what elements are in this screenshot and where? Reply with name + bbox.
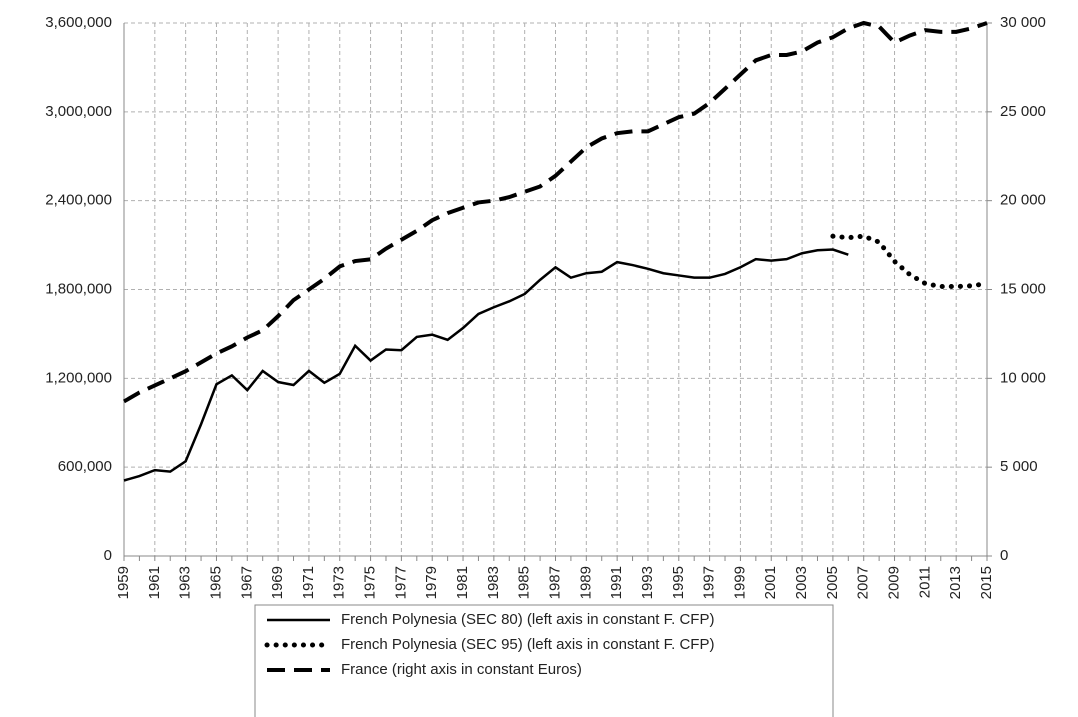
x-tick-label: 1969 bbox=[269, 566, 286, 599]
x-tick-label: 2007 bbox=[855, 566, 872, 599]
x-tick-label: 2013 bbox=[947, 566, 964, 599]
x-tick-label: 1997 bbox=[701, 566, 718, 599]
series-line bbox=[830, 233, 990, 290]
x-tick-label: 1987 bbox=[546, 566, 563, 599]
x-tick-label: 1965 bbox=[207, 566, 224, 599]
legend-label: France (right axis in constant Euros) bbox=[341, 661, 582, 678]
x-tick-label: 2015 bbox=[978, 566, 995, 599]
x-tick-label: 1989 bbox=[577, 566, 594, 599]
y2-tick-label: 10 000 bbox=[1000, 369, 1046, 386]
x-tick-label: 1985 bbox=[516, 566, 533, 599]
y2-tick-label: 20 000 bbox=[1000, 192, 1046, 209]
x-tick-label: 1967 bbox=[238, 566, 255, 599]
y-tick-label: 1,200,000 bbox=[45, 369, 112, 386]
x-tick-label: 2011 bbox=[916, 566, 933, 598]
y-tick-label: 2,400,000 bbox=[45, 192, 112, 209]
x-tick-label: 1995 bbox=[670, 566, 687, 599]
x-tick-label: 1979 bbox=[423, 566, 440, 599]
x-tick-label: 1981 bbox=[454, 566, 471, 599]
x-tick-label: 2001 bbox=[762, 566, 779, 599]
legend-label: French Polynesia (SEC 80) (left axis in … bbox=[341, 611, 714, 628]
x-tick-label: 1959 bbox=[115, 566, 132, 599]
y2-tick-label: 25 000 bbox=[1000, 103, 1046, 120]
y2-tick-label: 5 000 bbox=[1000, 458, 1038, 475]
series-line bbox=[123, 248, 849, 482]
y2-tick-label: 0 bbox=[1000, 547, 1008, 564]
x-tick-label: 2003 bbox=[793, 566, 810, 599]
x-tick-label: 1993 bbox=[639, 566, 656, 599]
y-tick-label: 1,800,000 bbox=[45, 280, 112, 297]
y2-tick-label: 15 000 bbox=[1000, 280, 1046, 297]
legend-box bbox=[254, 604, 834, 717]
x-tick-label: 2009 bbox=[886, 566, 903, 599]
x-tick-label: 1983 bbox=[485, 566, 502, 599]
x-tick-label: 1961 bbox=[146, 566, 163, 599]
legend-label: French Polynesia (SEC 95) (left axis in … bbox=[341, 636, 714, 653]
x-tick-label: 1973 bbox=[331, 566, 348, 599]
legend: French Polynesia (SEC 80) (left axis in … bbox=[254, 604, 834, 717]
y-tick-label: 0 bbox=[104, 547, 112, 564]
x-tick-label: 1991 bbox=[608, 566, 625, 599]
x-tick-label: 2005 bbox=[824, 566, 841, 599]
series-line bbox=[123, 20, 988, 404]
y-tick-label: 3,600,000 bbox=[45, 14, 112, 31]
y2-tick-label: 30 000 bbox=[1000, 14, 1046, 31]
y-tick-label: 600,000 bbox=[58, 458, 112, 475]
y-tick-label: 3,000,000 bbox=[45, 103, 112, 120]
x-tick-label: 1999 bbox=[731, 566, 748, 599]
x-tick-label: 1971 bbox=[300, 566, 317, 599]
x-tick-label: 1963 bbox=[177, 566, 194, 599]
x-tick-label: 1977 bbox=[392, 566, 409, 599]
x-tick-label: 1975 bbox=[362, 566, 379, 599]
